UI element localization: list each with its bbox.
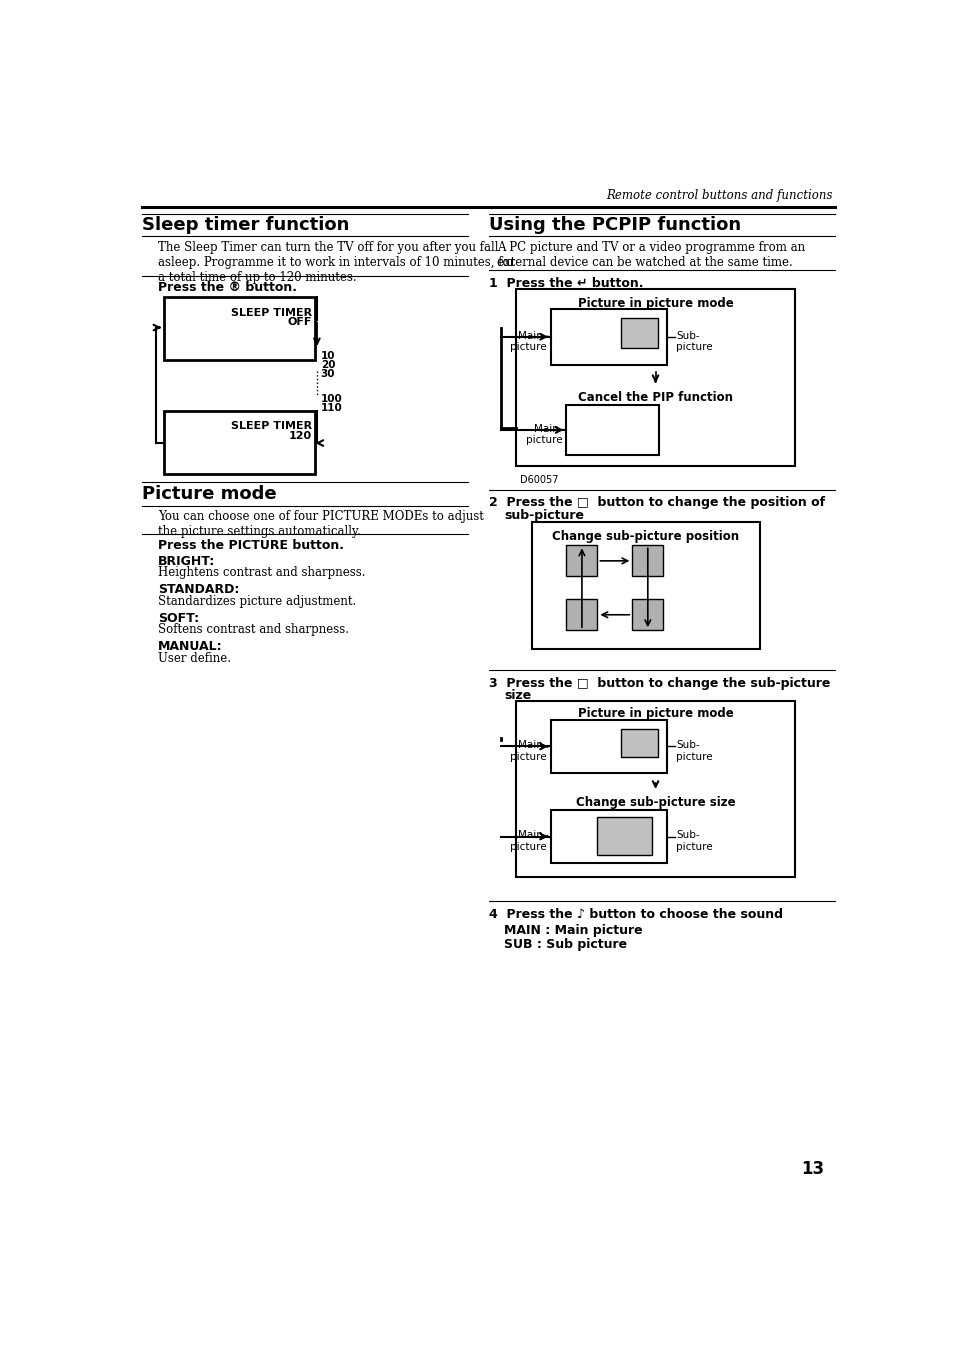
Text: Softens contrast and sharpness.: Softens contrast and sharpness. bbox=[158, 624, 349, 636]
Text: Press the ® button.: Press the ® button. bbox=[158, 281, 296, 294]
Text: Sub-
picture: Sub- picture bbox=[676, 740, 712, 761]
Text: Main-
picture: Main- picture bbox=[525, 424, 562, 446]
Bar bbox=[516, 701, 794, 876]
Text: 20: 20 bbox=[320, 360, 335, 370]
Text: sub-picture: sub-picture bbox=[504, 509, 584, 521]
Bar bbox=[164, 297, 315, 360]
Text: Change sub-picture position: Change sub-picture position bbox=[552, 531, 739, 543]
Bar bbox=[632, 545, 662, 576]
Text: 100: 100 bbox=[320, 394, 342, 404]
Text: OFF: OFF bbox=[288, 317, 312, 327]
Text: 120: 120 bbox=[289, 431, 312, 440]
Bar bbox=[531, 522, 760, 649]
Text: Remote control buttons and functions: Remote control buttons and functions bbox=[605, 189, 831, 202]
Bar bbox=[550, 309, 666, 365]
Text: Picture in picture mode: Picture in picture mode bbox=[578, 297, 733, 309]
Text: 1  Press the ↵ button.: 1 Press the ↵ button. bbox=[488, 277, 642, 290]
Bar bbox=[632, 599, 662, 630]
Text: You can choose one of four PICTURE MODEs to adjust
the picture settings automati: You can choose one of four PICTURE MODEs… bbox=[158, 510, 483, 539]
Text: Cancel the PIP function: Cancel the PIP function bbox=[578, 390, 732, 404]
Text: The Sleep Timer can turn the TV off for you after you fall
asleep. Programme it : The Sleep Timer can turn the TV off for … bbox=[158, 240, 515, 284]
Text: 30: 30 bbox=[320, 369, 335, 379]
Text: Using the PCPIP function: Using the PCPIP function bbox=[488, 216, 740, 234]
Text: Main-
picture: Main- picture bbox=[510, 740, 546, 761]
Text: SLEEP TIMER: SLEEP TIMER bbox=[231, 421, 312, 432]
Text: 3  Press the □  button to change the sub-picture: 3 Press the □ button to change the sub-p… bbox=[488, 678, 829, 690]
Text: Sleep timer function: Sleep timer function bbox=[142, 216, 350, 234]
Bar bbox=[620, 319, 658, 347]
Text: Main-
picture: Main- picture bbox=[510, 331, 546, 352]
Text: 2  Press the □  button to change the position of: 2 Press the □ button to change the posit… bbox=[488, 497, 824, 509]
Bar bbox=[566, 599, 597, 630]
Text: User define.: User define. bbox=[158, 652, 231, 664]
Bar bbox=[550, 721, 666, 772]
Text: SOFT:: SOFT: bbox=[158, 612, 199, 625]
Text: 110: 110 bbox=[320, 404, 342, 413]
Text: Main-
picture: Main- picture bbox=[510, 830, 546, 852]
Text: 10: 10 bbox=[320, 351, 335, 360]
Bar bbox=[516, 289, 794, 466]
Text: Picture mode: Picture mode bbox=[142, 486, 276, 504]
Text: BRIGHT:: BRIGHT: bbox=[158, 555, 215, 568]
Text: STANDARD:: STANDARD: bbox=[158, 583, 239, 597]
Text: SUB : Sub picture: SUB : Sub picture bbox=[504, 938, 627, 952]
Text: MAIN : Main picture: MAIN : Main picture bbox=[504, 925, 642, 937]
Text: D60057: D60057 bbox=[519, 475, 558, 486]
Bar bbox=[550, 810, 666, 863]
Bar bbox=[566, 545, 597, 576]
Text: size: size bbox=[504, 690, 531, 702]
Text: SLEEP TIMER: SLEEP TIMER bbox=[231, 308, 312, 317]
Bar bbox=[597, 817, 651, 855]
Bar bbox=[164, 410, 315, 474]
Text: Heightens contrast and sharpness.: Heightens contrast and sharpness. bbox=[158, 566, 365, 579]
Text: A PC picture and TV or a video programme from an
external device can be watched : A PC picture and TV or a video programme… bbox=[497, 240, 804, 269]
Bar bbox=[620, 729, 658, 757]
Text: MANUAL:: MANUAL: bbox=[158, 640, 222, 653]
Text: Picture in picture mode: Picture in picture mode bbox=[578, 707, 733, 720]
Text: 4  Press the ♪ button to choose the sound: 4 Press the ♪ button to choose the sound bbox=[488, 909, 782, 921]
Text: Change sub-picture size: Change sub-picture size bbox=[575, 795, 735, 809]
Text: Sub-
picture: Sub- picture bbox=[676, 331, 712, 352]
Text: 13: 13 bbox=[801, 1161, 823, 1179]
Text: Sub-
picture: Sub- picture bbox=[676, 830, 712, 852]
Text: Press the PICTURE button.: Press the PICTURE button. bbox=[158, 539, 344, 552]
Text: Standardizes picture adjustment.: Standardizes picture adjustment. bbox=[158, 595, 355, 608]
Bar bbox=[566, 405, 659, 455]
